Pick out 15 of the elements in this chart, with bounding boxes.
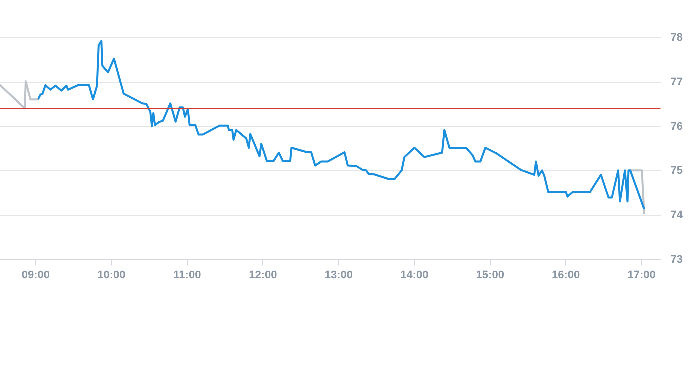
x-tick-label: 16:00 [552,269,580,282]
y-tick-label: 74 [670,209,684,222]
x-tick-label: 11:00 [174,269,202,282]
x-tick-label: 10:00 [98,269,126,282]
y-tick-label: 73 [670,254,684,266]
y-tick-label: 76 [670,120,684,133]
y-tick-label: 75 [670,165,684,178]
x-tick-label: 15:00 [476,269,504,282]
x-tick-label: 09:00 [22,269,50,282]
x-tick-label: 17:00 [628,269,656,282]
x-tick-label: 12:00 [249,269,278,282]
x-tick-label: 14:00 [400,269,429,282]
y-tick-label: 77 [670,76,684,88]
y-tick-label: 78 [670,32,684,44]
x-tick-label: 13:00 [324,269,353,282]
